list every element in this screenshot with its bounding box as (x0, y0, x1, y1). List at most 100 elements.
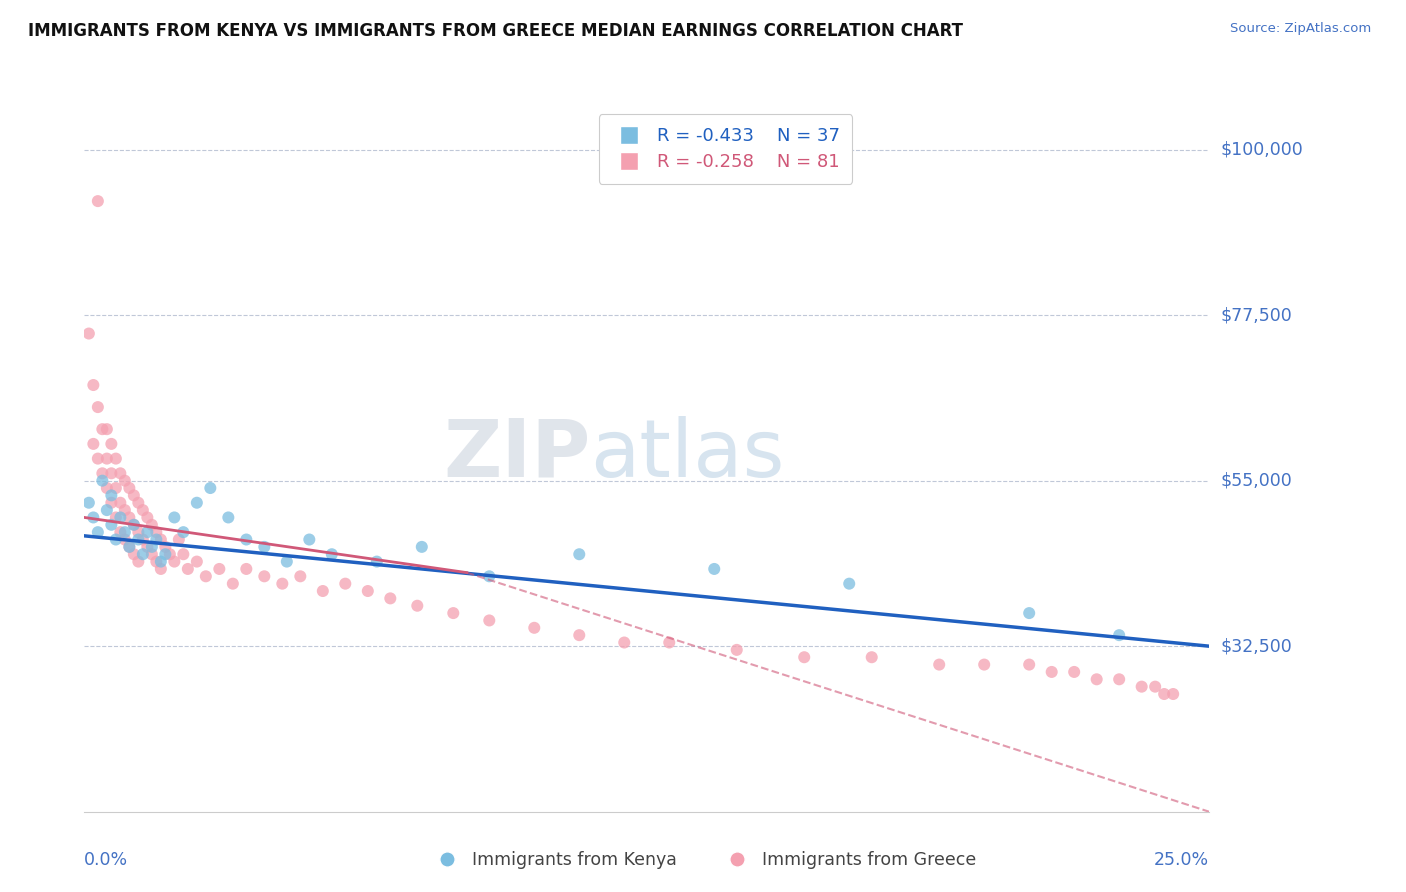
Point (149, 555, 172, 569)
Point (253, 569, 276, 583)
Point (217, 510, 239, 524)
Point (1018, 606, 1040, 620)
Point (91, 474, 114, 488)
Point (357, 584, 380, 599)
Point (91, 467, 114, 481)
Point (104, 451, 127, 466)
Point (366, 555, 388, 569)
Point (406, 599, 429, 613)
Point (118, 540, 141, 554)
Point (194, 569, 217, 583)
Point (703, 562, 725, 576)
Point (118, 540, 141, 554)
Point (77, 496, 100, 510)
Point (1130, 680, 1153, 694)
Text: $100,000: $100,000 (1220, 141, 1303, 159)
Point (298, 533, 321, 547)
Point (1085, 673, 1108, 687)
Point (110, 467, 132, 481)
Text: 0.0%: 0.0% (84, 851, 128, 869)
Point (141, 517, 163, 532)
Point (441, 606, 464, 620)
Point (114, 503, 136, 517)
Point (658, 635, 681, 649)
Point (136, 510, 159, 524)
Point (200, 481, 222, 495)
Point (127, 555, 149, 569)
Point (100, 488, 122, 502)
Point (145, 555, 167, 569)
Point (838, 576, 860, 591)
Text: 25.0%: 25.0% (1154, 851, 1209, 869)
Point (177, 562, 200, 576)
Point (155, 547, 177, 561)
Point (253, 540, 276, 554)
Point (100, 437, 122, 451)
Point (132, 503, 155, 517)
Point (159, 547, 181, 561)
Text: $32,500: $32,500 (1220, 637, 1292, 656)
Point (380, 591, 402, 606)
Point (127, 496, 149, 510)
Point (87, 451, 110, 466)
Text: $77,500: $77,500 (1220, 306, 1292, 324)
Point (1018, 657, 1040, 672)
Point (411, 540, 433, 554)
Point (335, 576, 357, 591)
Point (122, 547, 145, 561)
Point (235, 562, 257, 576)
Point (114, 474, 136, 488)
Point (110, 525, 132, 540)
Point (1144, 680, 1167, 694)
Point (132, 533, 155, 547)
Point (136, 540, 159, 554)
Point (96, 481, 118, 495)
Point (114, 525, 136, 540)
Point (276, 555, 298, 569)
Point (928, 657, 950, 672)
Text: $55,000: $55,000 (1220, 472, 1292, 490)
Point (104, 510, 127, 524)
Point (127, 533, 149, 547)
Point (96, 422, 118, 436)
Point (122, 488, 145, 502)
Point (149, 562, 172, 576)
Point (167, 533, 190, 547)
Point (141, 547, 163, 561)
Point (110, 496, 132, 510)
Point (118, 510, 141, 524)
Text: ZIP: ZIP (443, 416, 591, 494)
Point (172, 547, 194, 561)
Point (860, 650, 883, 665)
Point (127, 525, 149, 540)
Point (568, 628, 591, 642)
Point (222, 576, 245, 591)
Point (104, 533, 127, 547)
Point (523, 621, 546, 635)
Point (96, 503, 118, 517)
Point (132, 547, 155, 561)
Point (100, 496, 122, 510)
Point (122, 517, 145, 532)
Point (145, 525, 167, 540)
Point (163, 510, 186, 524)
Point (82, 378, 104, 392)
Point (114, 533, 136, 547)
Point (145, 533, 167, 547)
Point (973, 657, 995, 672)
Point (110, 510, 132, 524)
Point (478, 614, 501, 628)
Point (1063, 665, 1085, 679)
Point (290, 569, 312, 583)
Point (271, 576, 294, 591)
Point (87, 525, 110, 540)
Point (163, 555, 186, 569)
Point (312, 584, 335, 599)
Point (87, 194, 110, 208)
Point (136, 525, 159, 540)
Point (82, 510, 104, 524)
Text: atlas: atlas (591, 416, 785, 494)
Text: Source: ZipAtlas.com: Source: ZipAtlas.com (1230, 22, 1371, 36)
Point (1108, 673, 1130, 687)
Point (118, 481, 141, 495)
